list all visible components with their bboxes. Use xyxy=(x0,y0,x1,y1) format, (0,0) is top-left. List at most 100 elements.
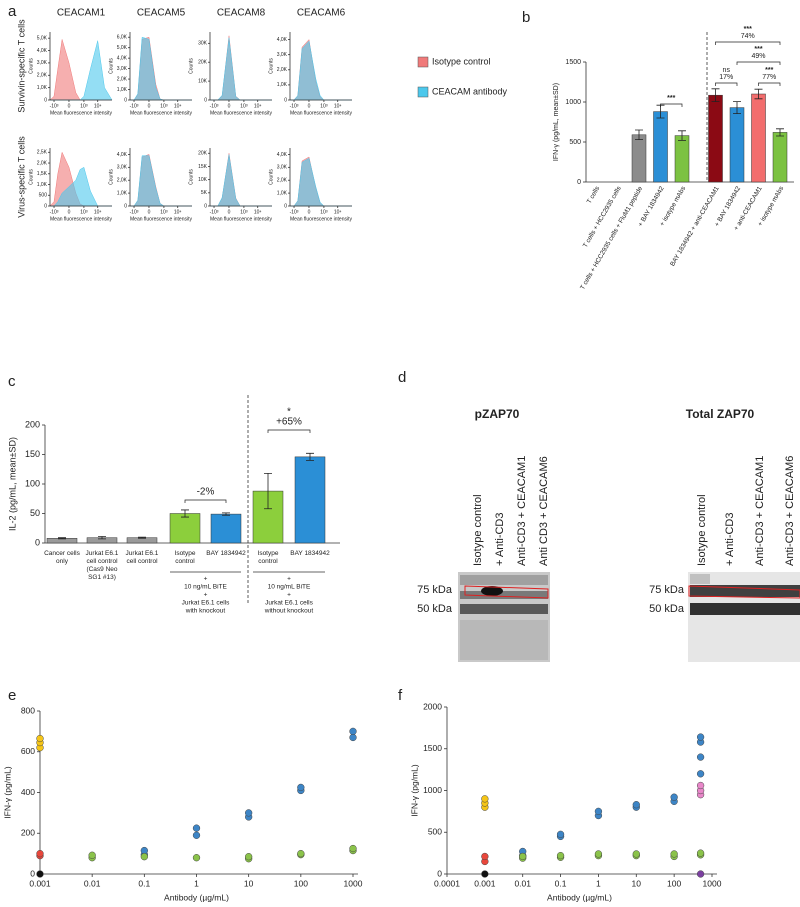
annotation: 77% xyxy=(762,74,776,81)
y-axis-label: IFN-γ (pg/mL) xyxy=(409,764,419,817)
bracket xyxy=(715,41,781,45)
y-tick-label: 2000 xyxy=(423,701,442,711)
point xyxy=(632,801,640,809)
bracket xyxy=(660,103,683,107)
x-tick-label: 10⁴ xyxy=(254,209,262,215)
y-tick-label: 0 xyxy=(284,97,287,103)
histogram-area xyxy=(210,154,272,207)
x-tick-label: 10³ xyxy=(160,209,168,215)
x-tick-label: 10⁴ xyxy=(334,103,342,109)
bracket xyxy=(267,429,311,433)
x-tick-label: -10³ xyxy=(210,209,219,215)
group-label: + xyxy=(287,576,291,583)
x-axis-label: Antibody (µg/mL) xyxy=(164,892,229,902)
bracket xyxy=(715,82,738,86)
error-bar xyxy=(678,130,686,141)
x-tick-label: 0 xyxy=(308,209,311,215)
point xyxy=(36,734,44,743)
error-bar xyxy=(754,88,763,100)
bar xyxy=(631,134,647,183)
blot-title: Total ZAP70 xyxy=(686,407,755,421)
blot-smear xyxy=(690,574,710,584)
y-tick-label: 0 xyxy=(124,97,127,103)
y-axis-label: Counts xyxy=(188,169,194,185)
error-bar xyxy=(98,536,106,540)
x-tick-label: Isotype control xyxy=(175,550,196,565)
y-tick-label: 3,0K xyxy=(37,60,48,66)
y-tick-label: 2,0K xyxy=(277,67,288,73)
x-axis-label: Mean fluorescence intensity xyxy=(50,110,112,116)
x-tick-label: -10³ xyxy=(50,209,59,215)
point xyxy=(192,824,201,832)
y-tick-label: 4,0K xyxy=(277,37,288,43)
x-tick-label: 10⁴ xyxy=(94,209,102,215)
y-tick-label: 150 xyxy=(25,449,40,459)
y-tick-label: 0 xyxy=(30,868,35,878)
lane-label: + Anti-CD3 xyxy=(724,513,736,567)
annotation: 49% xyxy=(751,53,765,60)
panel-label: f xyxy=(398,687,403,704)
histogram-area xyxy=(130,155,192,207)
point xyxy=(696,753,705,761)
error-bar xyxy=(222,512,230,516)
legend-swatch xyxy=(417,86,429,98)
lane-label: Anti-CD3 + CEACAM1 xyxy=(754,456,766,566)
error-bar xyxy=(58,537,66,540)
x-tick-label: 100 xyxy=(294,878,308,888)
y-tick-label: 1500 xyxy=(423,743,442,753)
histogram-area xyxy=(210,37,272,101)
point xyxy=(481,795,489,803)
marker-label: 75 kDa xyxy=(417,584,453,596)
bracket xyxy=(184,499,227,503)
row-label: Survivin-specific T cells xyxy=(16,19,26,113)
y-tick-label: 1,0K xyxy=(117,87,128,93)
y-tick-label: 3,0K xyxy=(277,165,288,171)
y-axis-label: Counts xyxy=(28,169,34,185)
x-tick-label: 0.01 xyxy=(514,878,531,888)
marker-label: 75 kDa xyxy=(649,584,685,596)
lane-label: Isotype control xyxy=(472,494,484,566)
x-axis-label: Mean fluorescence intensity xyxy=(50,216,112,222)
point xyxy=(192,854,201,862)
annotation: *** xyxy=(765,67,773,74)
annotation: -2% xyxy=(197,487,215,498)
y-axis-label: Counts xyxy=(28,58,34,74)
group-label: 10 ng/mL BiTE xyxy=(268,584,311,591)
histogram-title: CEACAM5 xyxy=(137,8,186,19)
annotation: 17% xyxy=(719,74,733,81)
point xyxy=(297,849,305,858)
y-tick-label: 5K xyxy=(201,190,208,196)
annotation: +65% xyxy=(276,417,302,428)
histogram-title: CEACAM8 xyxy=(217,8,266,19)
lane-label: Anti CD3 + CEACAM6 xyxy=(538,456,550,566)
x-axis-label: Mean fluorescence intensity xyxy=(290,216,352,222)
blot-band xyxy=(460,575,548,585)
group-label: + xyxy=(204,576,208,583)
x-tick-label: 10³ xyxy=(320,209,328,215)
error-bar xyxy=(776,128,784,137)
point xyxy=(245,809,253,817)
x-tick-label: 0 xyxy=(68,209,71,215)
x-tick-label: 10³ xyxy=(240,209,248,215)
legend-label: CEACAM antibody xyxy=(432,86,508,96)
annotation: *** xyxy=(667,95,675,102)
bar xyxy=(772,132,788,183)
y-tick-label: 200 xyxy=(25,419,40,429)
x-axis-label: Antibody (µg/mL) xyxy=(547,892,612,902)
y-tick-label: 3,0K xyxy=(117,165,128,171)
y-tick-label: 0 xyxy=(437,868,442,878)
y-tick-label: 4,0K xyxy=(277,152,288,158)
bar xyxy=(653,111,668,183)
x-axis-label: Mean fluorescence intensity xyxy=(290,110,352,116)
y-tick-label: 50 xyxy=(30,508,40,518)
y-tick-label: 2,0K xyxy=(117,178,128,184)
point xyxy=(696,770,705,778)
point xyxy=(696,870,705,878)
x-axis-label: Mean fluorescence intensity xyxy=(210,216,272,222)
bar xyxy=(729,107,745,183)
x-tick-label: 0.001 xyxy=(474,878,496,888)
y-tick-label: 0 xyxy=(44,97,47,103)
error-bar xyxy=(711,88,720,102)
y-tick-label: 0 xyxy=(204,203,207,209)
